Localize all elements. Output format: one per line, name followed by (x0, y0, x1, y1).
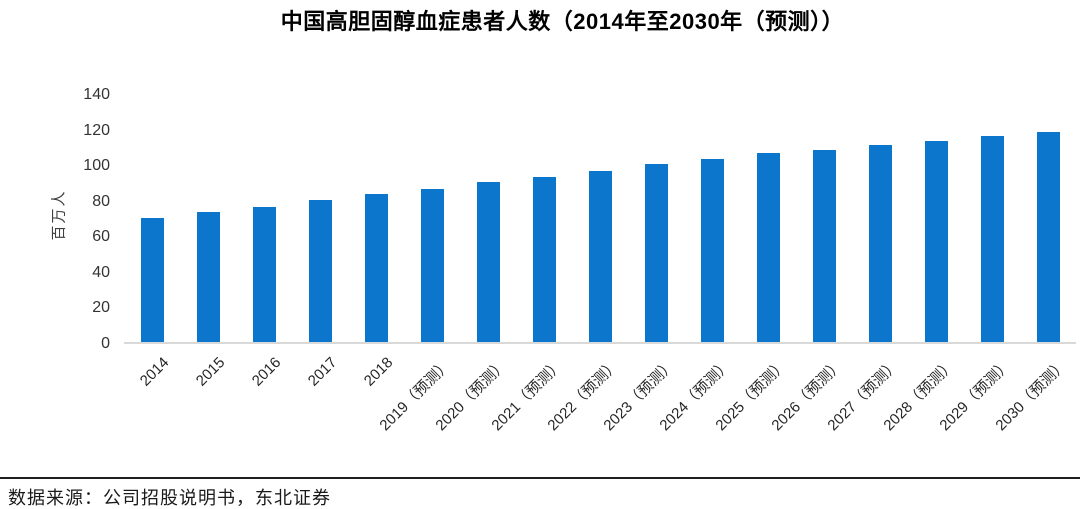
x-axis-label: 2014 (136, 354, 173, 390)
plot-area (124, 95, 1076, 344)
bar (476, 181, 500, 342)
chart-title: 中国高胆固醇血症患者人数（2014年至2030年（预测）） (280, 9, 845, 34)
bar (924, 141, 948, 342)
bar (980, 135, 1004, 342)
y-tick-label: 20 (92, 299, 110, 317)
bar (196, 212, 220, 342)
bar (700, 158, 724, 342)
bar (756, 153, 780, 342)
y-tick-label: 100 (83, 157, 110, 175)
source-divider-line (0, 477, 1080, 479)
y-tick-label: 80 (92, 192, 110, 210)
y-tick-label: 140 (83, 86, 110, 103)
y-tick-label: 40 (92, 263, 110, 281)
bar (420, 189, 444, 342)
bar (1036, 132, 1060, 342)
data-source-text: 数据来源：公司招股说明书，东北证券 (8, 488, 331, 508)
bar (140, 217, 164, 342)
y-tick-label: 120 (83, 121, 110, 139)
x-axis-labels: 2014 2015 2016 2017 2018 2019（预测） 2020（预测） 2021… (124, 348, 1076, 473)
bar (812, 149, 836, 342)
x-axis-label: 2018 (360, 354, 397, 390)
bar (532, 176, 556, 342)
bar (868, 144, 892, 342)
y-tick-label: 60 (92, 228, 110, 246)
y-tick-label: 0 (101, 335, 110, 352)
bar (308, 199, 332, 342)
bar (588, 171, 612, 342)
x-axis-label: 2017 (304, 354, 341, 390)
bar (252, 206, 276, 342)
x-axis-label: 2015 (192, 354, 229, 390)
bar (644, 164, 668, 342)
y-axis-ticks: 0 20 40 60 80 100 120 140 (0, 86, 110, 352)
x-axis-label: 2016 (248, 354, 285, 390)
bar (364, 194, 388, 342)
